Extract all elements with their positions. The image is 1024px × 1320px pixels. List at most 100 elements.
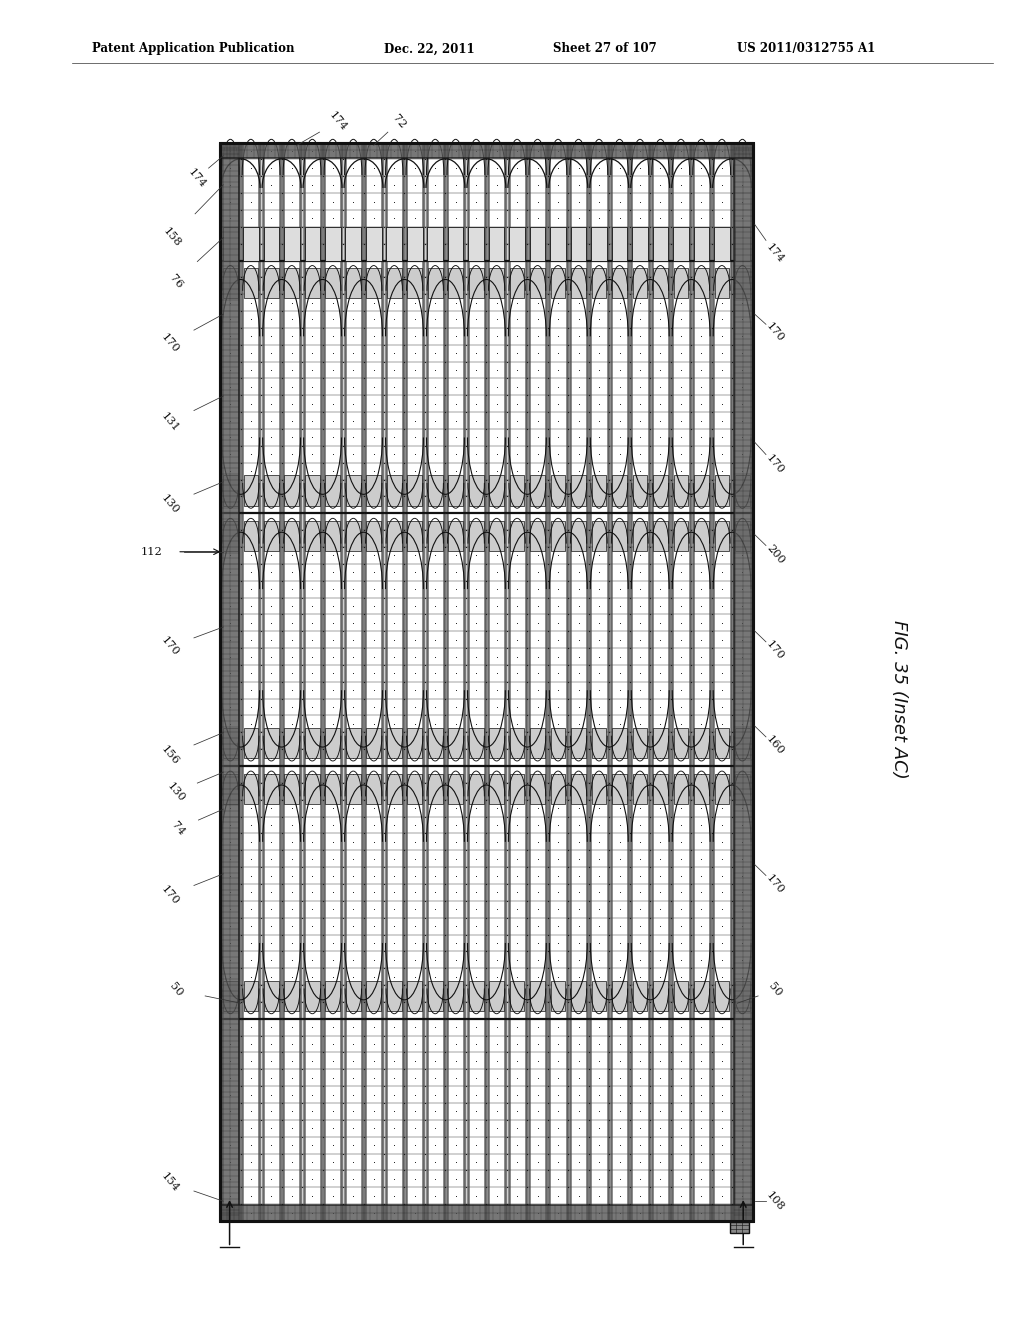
- Bar: [633, 475, 647, 506]
- Text: 170: 170: [764, 873, 786, 896]
- Bar: [305, 981, 319, 1011]
- Bar: [223, 521, 238, 552]
- Bar: [510, 981, 524, 1011]
- Bar: [653, 268, 668, 298]
- Bar: [469, 268, 483, 298]
- Bar: [633, 774, 647, 804]
- Bar: [530, 521, 545, 552]
- Bar: [550, 227, 566, 260]
- Bar: [223, 475, 238, 506]
- Bar: [264, 268, 279, 298]
- Bar: [244, 981, 258, 1011]
- Bar: [489, 774, 504, 804]
- Bar: [305, 475, 319, 506]
- Bar: [449, 521, 463, 552]
- Bar: [571, 981, 586, 1011]
- Bar: [693, 227, 710, 260]
- Bar: [715, 981, 729, 1011]
- Bar: [304, 227, 321, 260]
- Bar: [263, 227, 280, 260]
- Bar: [632, 227, 648, 260]
- Text: 112: 112: [140, 546, 163, 557]
- Bar: [264, 774, 279, 804]
- Bar: [244, 268, 258, 298]
- Bar: [510, 521, 524, 552]
- Bar: [468, 227, 484, 260]
- Text: 76: 76: [168, 272, 184, 290]
- Bar: [715, 521, 729, 552]
- Bar: [510, 268, 524, 298]
- Bar: [633, 729, 647, 759]
- Bar: [571, 774, 586, 804]
- Bar: [285, 521, 299, 552]
- Bar: [592, 475, 606, 506]
- Bar: [367, 268, 381, 298]
- Bar: [735, 521, 750, 552]
- Bar: [345, 227, 361, 260]
- Bar: [264, 475, 279, 506]
- Bar: [285, 774, 299, 804]
- Bar: [488, 227, 505, 260]
- Bar: [428, 774, 442, 804]
- Text: 174: 174: [185, 166, 208, 190]
- Bar: [305, 774, 319, 804]
- Bar: [735, 729, 750, 759]
- Bar: [367, 521, 381, 552]
- Text: 174: 174: [764, 242, 786, 265]
- Bar: [447, 227, 464, 260]
- Bar: [611, 227, 628, 260]
- Bar: [367, 774, 381, 804]
- Text: 200: 200: [764, 543, 786, 566]
- Bar: [489, 521, 504, 552]
- Text: 170: 170: [764, 453, 786, 477]
- Bar: [387, 981, 401, 1011]
- Text: 72: 72: [391, 112, 408, 131]
- Bar: [653, 475, 668, 506]
- Bar: [694, 774, 709, 804]
- Bar: [714, 227, 730, 260]
- Bar: [367, 981, 381, 1011]
- Bar: [551, 729, 565, 759]
- Bar: [285, 981, 299, 1011]
- Bar: [346, 981, 360, 1011]
- Bar: [592, 268, 606, 298]
- Bar: [285, 729, 299, 759]
- Bar: [489, 268, 504, 298]
- Bar: [346, 268, 360, 298]
- Text: 130: 130: [165, 780, 187, 804]
- Text: Sheet 27 of 107: Sheet 27 of 107: [553, 42, 656, 55]
- Text: 130: 130: [159, 492, 181, 516]
- Bar: [510, 774, 524, 804]
- Bar: [694, 729, 709, 759]
- Bar: [367, 475, 381, 506]
- Bar: [223, 774, 238, 804]
- Bar: [530, 729, 545, 759]
- Bar: [653, 521, 668, 552]
- Bar: [367, 729, 381, 759]
- Bar: [530, 268, 545, 298]
- Bar: [489, 981, 504, 1011]
- Bar: [223, 268, 238, 298]
- Text: FIG. 35 (Inset AC): FIG. 35 (Inset AC): [890, 620, 908, 779]
- Bar: [730, 1222, 749, 1233]
- Bar: [571, 475, 586, 506]
- Bar: [449, 774, 463, 804]
- Bar: [633, 981, 647, 1011]
- Bar: [346, 774, 360, 804]
- Text: 131: 131: [159, 411, 181, 434]
- Bar: [715, 774, 729, 804]
- Bar: [674, 521, 688, 552]
- Bar: [509, 227, 525, 260]
- Bar: [591, 227, 607, 260]
- Bar: [674, 774, 688, 804]
- Text: 170: 170: [764, 321, 786, 345]
- Bar: [346, 521, 360, 552]
- Bar: [264, 729, 279, 759]
- Bar: [592, 729, 606, 759]
- Bar: [408, 475, 422, 506]
- Bar: [633, 521, 647, 552]
- Text: 156: 156: [159, 743, 181, 767]
- Bar: [408, 981, 422, 1011]
- Bar: [223, 981, 238, 1011]
- Bar: [612, 981, 627, 1011]
